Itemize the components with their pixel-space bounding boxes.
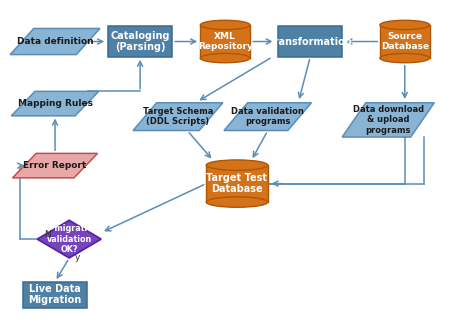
FancyBboxPatch shape <box>206 165 268 202</box>
Text: Error Report: Error Report <box>23 161 87 170</box>
Ellipse shape <box>201 20 250 30</box>
Text: Data validation
programs: Data validation programs <box>231 107 304 126</box>
Polygon shape <box>342 103 434 137</box>
Polygon shape <box>224 103 311 131</box>
FancyBboxPatch shape <box>278 26 342 57</box>
Text: N: N <box>45 230 51 238</box>
Text: XML
Repository: XML Repository <box>198 32 253 51</box>
Polygon shape <box>37 220 101 258</box>
Text: y: y <box>74 253 80 262</box>
Text: Target Schema
(DDL Scripts): Target Schema (DDL Scripts) <box>143 107 213 126</box>
FancyBboxPatch shape <box>108 26 172 57</box>
FancyBboxPatch shape <box>380 25 429 58</box>
FancyBboxPatch shape <box>201 25 250 58</box>
Text: Source
Database: Source Database <box>381 32 429 51</box>
Text: Data download
& upload
programs: Data download & upload programs <box>353 105 424 135</box>
Ellipse shape <box>206 160 268 170</box>
Ellipse shape <box>380 53 429 63</box>
Text: Transformation: Transformation <box>268 36 352 47</box>
Text: DB migration
validation
OK?: DB migration validation OK? <box>39 224 99 254</box>
Polygon shape <box>11 91 99 116</box>
Ellipse shape <box>380 20 429 30</box>
FancyBboxPatch shape <box>23 281 87 308</box>
Text: Live Data
Migration: Live Data Migration <box>28 284 82 305</box>
Ellipse shape <box>206 197 268 207</box>
Text: Cataloging
(Parsing): Cataloging (Parsing) <box>110 31 170 52</box>
Text: Data definition: Data definition <box>17 37 93 46</box>
Ellipse shape <box>201 53 250 63</box>
Polygon shape <box>10 29 100 54</box>
Text: Mapping Rules: Mapping Rules <box>18 99 92 108</box>
Polygon shape <box>133 103 223 131</box>
Polygon shape <box>12 154 98 178</box>
Text: Target Test
Database: Target Test Database <box>207 173 267 195</box>
